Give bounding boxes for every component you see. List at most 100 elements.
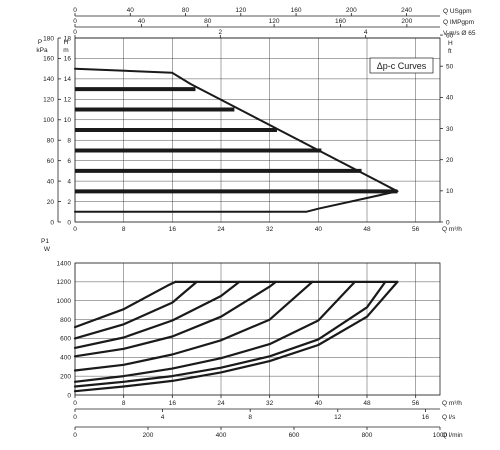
y-tick-label-kpa: 0 xyxy=(50,219,54,226)
y-tick-label-w: 1200 xyxy=(57,279,72,286)
bottom-axis-tick-label: 24 xyxy=(217,400,225,407)
bottom-axis-tick-label: 8 xyxy=(122,400,126,407)
y-tick-label-w: 600 xyxy=(60,336,71,343)
y-tick-label-m: 14 xyxy=(64,76,72,83)
bottom-axis-unit-label: Q l/s xyxy=(442,414,456,421)
legend-box xyxy=(369,57,434,74)
top-axis-tick-label: 4 xyxy=(364,29,368,36)
y-axis-label-m: m xyxy=(63,47,68,54)
y-tick-label-ft: 0 xyxy=(446,219,450,226)
power-curve xyxy=(73,280,387,388)
y-tick-label-m: 4 xyxy=(67,178,71,185)
y-axis-label-p: P xyxy=(38,39,42,46)
top-axis-unit-label: V m/s Ø 65 xyxy=(443,30,476,37)
power-curve xyxy=(73,280,314,372)
power-curve xyxy=(73,280,399,393)
y-tick-label-w: 800 xyxy=(60,317,71,324)
y-tick-label-kpa: 160 xyxy=(43,56,54,63)
x-axis-label: Q m³/h xyxy=(442,226,462,233)
plot-frame-bottom xyxy=(74,262,441,396)
power-curve xyxy=(73,280,198,340)
top-axis-tick-label: 0 xyxy=(73,7,77,14)
power-curve xyxy=(73,280,241,349)
x-tick-label: 48 xyxy=(363,226,371,233)
bottom-axis-unit-label: Q l/min xyxy=(442,432,463,439)
top-axis-tick-label: 240 xyxy=(401,7,412,14)
x-tick-label: 56 xyxy=(412,226,420,233)
y-tick-label-m: 0 xyxy=(67,219,71,226)
y-tick-label-kpa: 40 xyxy=(47,178,55,185)
x-tick-label: 24 xyxy=(217,226,225,233)
bottom-axis-tick-label: 56 xyxy=(412,400,420,407)
top-axis-tick-label: 200 xyxy=(346,7,357,14)
y-axis-label-p1: P1 xyxy=(41,238,49,245)
y-tick-label-m: 2 xyxy=(67,199,71,206)
y-tick-label-m: 16 xyxy=(64,56,72,63)
y-axis-label-w: W xyxy=(44,246,51,253)
bottom-axis-unit-label: Q m³/h xyxy=(442,400,462,407)
legend: Δp-c Curves xyxy=(369,57,434,74)
top-axis-tick-label: 160 xyxy=(291,7,302,14)
bottom-axis-tick-label: 0 xyxy=(73,432,77,439)
top-axis-tick-label: 0 xyxy=(73,18,77,25)
top-axis-tick-label: 120 xyxy=(235,7,246,14)
power-curve xyxy=(73,280,177,329)
y-tick-label-w: 0 xyxy=(67,392,71,399)
top-axis-tick-label: 160 xyxy=(335,18,346,25)
top-axis-tick-label: 40 xyxy=(127,7,135,14)
x-tick-label: 8 xyxy=(122,226,126,233)
bottom-axis-tick-label: 12 xyxy=(334,414,342,421)
bottom-axis-tick-label: 0 xyxy=(73,414,77,421)
y-tick-label-w: 400 xyxy=(60,355,71,362)
y-tick-label-w: 1000 xyxy=(57,298,72,305)
y-tick-label-m: 6 xyxy=(67,158,71,165)
bottom-axis-tick-label: 8 xyxy=(248,414,252,421)
y-tick-label-kpa: 80 xyxy=(47,138,55,145)
bottom-axis-tick-label: 32 xyxy=(266,400,274,407)
bottom-axis-tick-label: 400 xyxy=(216,432,227,439)
top-axis-tick-label: 2 xyxy=(219,29,223,36)
bottom-axis-tick-label: 800 xyxy=(362,432,373,439)
top-axis-tick-label: 0 xyxy=(73,29,77,36)
y-tick-label-ft: 50 xyxy=(446,64,454,71)
y-tick-label-m: 10 xyxy=(64,117,72,124)
y-tick-label-m: 8 xyxy=(67,138,71,145)
bottom-axis-tick-label: 40 xyxy=(315,400,323,407)
y-axis-label-h: H xyxy=(64,39,69,46)
y-tick-label-kpa: 140 xyxy=(43,76,54,83)
x-tick-label: 32 xyxy=(266,226,274,233)
y-tick-label-kpa: 20 xyxy=(47,199,55,206)
top-axis-tick-label: 40 xyxy=(138,18,146,25)
top-axis-tick-label: 200 xyxy=(401,18,412,25)
y-axis-label-kpa: kPa xyxy=(36,47,48,54)
x-tick-label: 0 xyxy=(73,226,77,233)
bottom-axis-tick-label: 1000 xyxy=(433,432,448,439)
top-axis-unit-label: Q USgpm xyxy=(443,8,472,15)
y-tick-label-kpa: 100 xyxy=(43,117,54,124)
top-axis-tick-label: 120 xyxy=(269,18,280,25)
bottom-axis-tick-label: 16 xyxy=(169,400,177,407)
bottom-axis-tick-label: 200 xyxy=(143,432,154,439)
y-tick-label-kpa: 180 xyxy=(43,35,54,42)
bottom-axis-tick-label: 48 xyxy=(363,400,371,407)
envelope-curve xyxy=(74,67,399,193)
bottom-axis-tick-label: 0 xyxy=(73,400,77,407)
y-tick-label-ft: 60 xyxy=(446,32,454,39)
y-axis-label-ft: ft xyxy=(448,48,452,55)
y-tick-label-w: 200 xyxy=(60,373,71,380)
top-axis-tick-label: 80 xyxy=(182,7,190,14)
y-tick-label-w: 1400 xyxy=(57,260,72,267)
envelope-curve xyxy=(74,190,399,213)
y-axis-label-right-h: H xyxy=(448,40,453,47)
y-tick-label-m: 18 xyxy=(64,35,72,42)
power-curve xyxy=(73,280,356,383)
y-tick-label-m: 12 xyxy=(64,97,72,104)
y-tick-label-kpa: 60 xyxy=(47,158,55,165)
y-tick-label-kpa: 120 xyxy=(43,97,54,104)
y-tick-label-ft: 30 xyxy=(446,126,454,133)
bottom-axis-tick-label: 600 xyxy=(289,432,300,439)
x-tick-label: 16 xyxy=(169,226,177,233)
x-tick-label: 40 xyxy=(315,226,323,233)
bottom-axis-tick-label: 16 xyxy=(422,414,430,421)
